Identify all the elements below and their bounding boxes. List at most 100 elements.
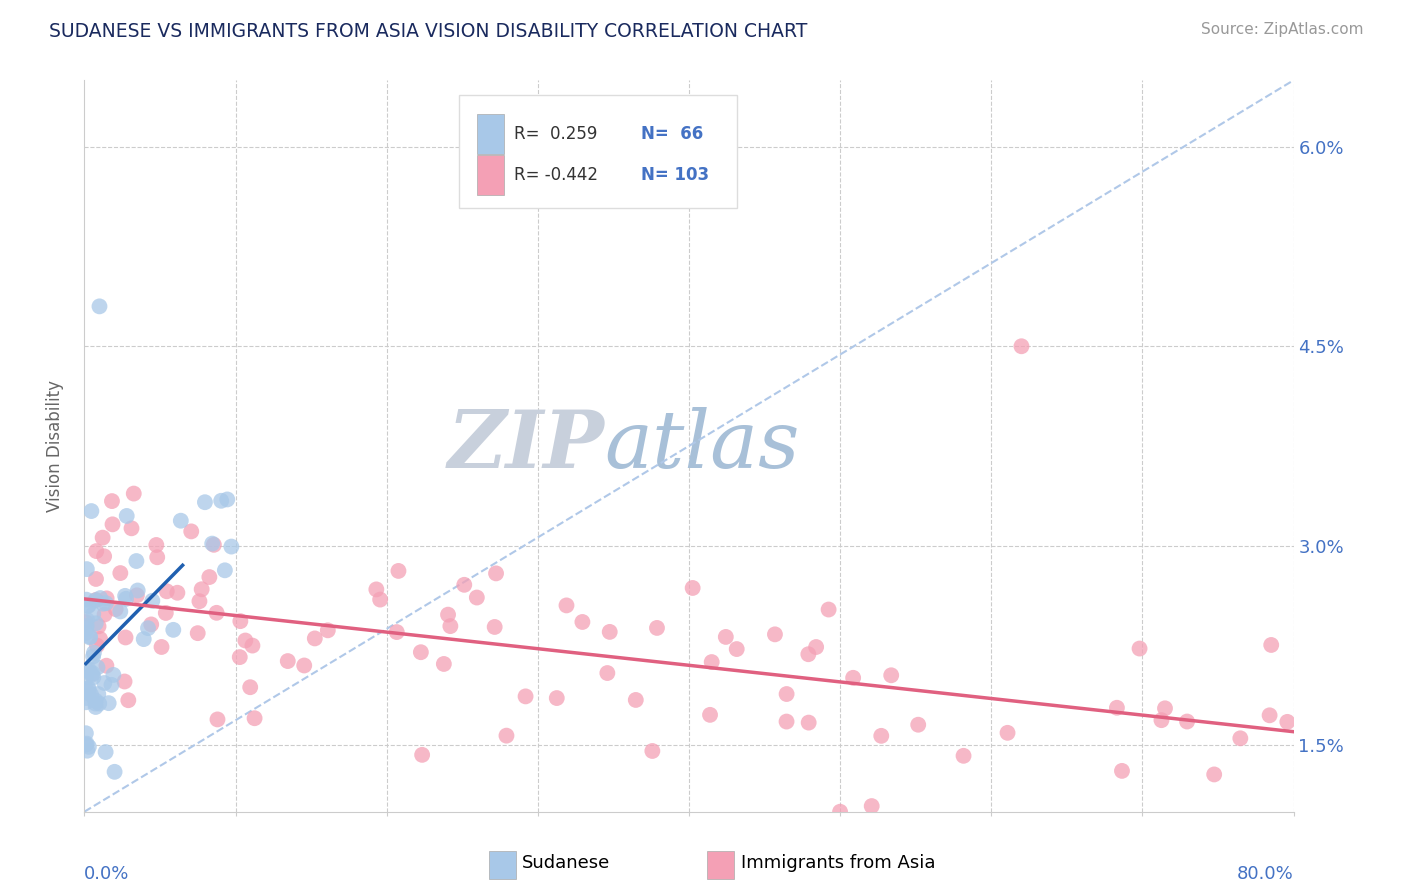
Point	[96, 658, 118, 673]
Point	[101, 517, 124, 532]
Point	[1154, 701, 1177, 715]
Point	[76, 613, 98, 627]
Text: atlas: atlas	[605, 408, 800, 484]
Point	[84, 697, 107, 711]
Point	[714, 630, 737, 644]
Text: R=  0.259: R= 0.259	[513, 125, 598, 143]
Point	[797, 647, 820, 661]
Point	[125, 554, 148, 568]
Point	[1175, 714, 1198, 729]
FancyBboxPatch shape	[460, 95, 737, 209]
Point	[76, 562, 98, 576]
Point	[89, 697, 111, 711]
Point	[93, 607, 115, 622]
Point	[132, 632, 155, 647]
Point	[76, 744, 98, 758]
Point	[682, 581, 704, 595]
Point	[77, 683, 100, 698]
Point	[437, 607, 460, 622]
Point	[239, 680, 262, 694]
Point	[207, 713, 229, 727]
Point	[385, 625, 408, 640]
Point	[84, 616, 107, 631]
Point	[75, 682, 97, 697]
Point	[198, 570, 221, 584]
Point	[1229, 731, 1251, 746]
Point	[145, 538, 167, 552]
Point	[79, 630, 101, 644]
Point	[1260, 638, 1282, 652]
FancyBboxPatch shape	[478, 113, 503, 153]
Point	[75, 738, 97, 752]
Point	[1105, 700, 1128, 714]
Point	[84, 700, 107, 714]
Point	[233, 633, 256, 648]
Point	[79, 631, 101, 645]
Point	[93, 676, 115, 690]
Point	[205, 606, 228, 620]
Point	[89, 299, 111, 313]
FancyBboxPatch shape	[707, 851, 734, 879]
Point	[190, 582, 212, 597]
Point	[860, 799, 883, 814]
Point	[641, 744, 664, 758]
Point	[202, 538, 225, 552]
Point	[495, 729, 517, 743]
Point	[194, 495, 217, 509]
Point	[77, 663, 100, 677]
Point	[817, 602, 839, 616]
Point	[700, 655, 723, 669]
Point	[87, 619, 110, 633]
FancyBboxPatch shape	[489, 851, 516, 879]
Point	[76, 663, 98, 677]
Point	[91, 597, 114, 611]
Point	[84, 593, 107, 607]
Point	[797, 715, 820, 730]
Point	[77, 599, 100, 613]
Point	[221, 540, 243, 554]
Point	[76, 619, 98, 633]
Point	[1011, 339, 1033, 353]
Point	[86, 660, 108, 674]
Point	[645, 621, 668, 635]
Point	[217, 492, 239, 507]
Point	[91, 531, 114, 545]
Point	[1150, 713, 1173, 727]
Point	[114, 631, 136, 645]
Point	[187, 626, 209, 640]
Point	[80, 668, 103, 682]
Point	[242, 639, 264, 653]
Text: ZIP: ZIP	[447, 408, 605, 484]
Point	[80, 688, 103, 702]
Point	[115, 508, 138, 523]
Point	[80, 504, 103, 518]
Point	[93, 549, 115, 564]
Text: N=  66: N= 66	[641, 125, 703, 143]
Point	[75, 670, 97, 684]
Point	[277, 654, 299, 668]
Point	[997, 726, 1019, 740]
Point	[94, 596, 117, 610]
Point	[1204, 767, 1226, 781]
Point	[546, 691, 568, 706]
Point	[453, 578, 475, 592]
Point	[366, 582, 388, 597]
Point	[103, 668, 125, 682]
Point	[104, 764, 127, 779]
Point	[110, 566, 132, 580]
Text: Immigrants from Asia: Immigrants from Asia	[741, 854, 935, 871]
Point	[484, 620, 506, 634]
Point	[763, 627, 786, 641]
Point	[304, 632, 326, 646]
Point	[96, 591, 118, 606]
Point	[122, 486, 145, 500]
Point	[1277, 714, 1299, 729]
Point	[316, 624, 339, 638]
Point	[127, 583, 149, 598]
Point	[86, 639, 108, 653]
Point	[117, 693, 139, 707]
Point	[114, 674, 136, 689]
Point	[387, 564, 409, 578]
Point	[100, 678, 122, 692]
Point	[94, 745, 117, 759]
